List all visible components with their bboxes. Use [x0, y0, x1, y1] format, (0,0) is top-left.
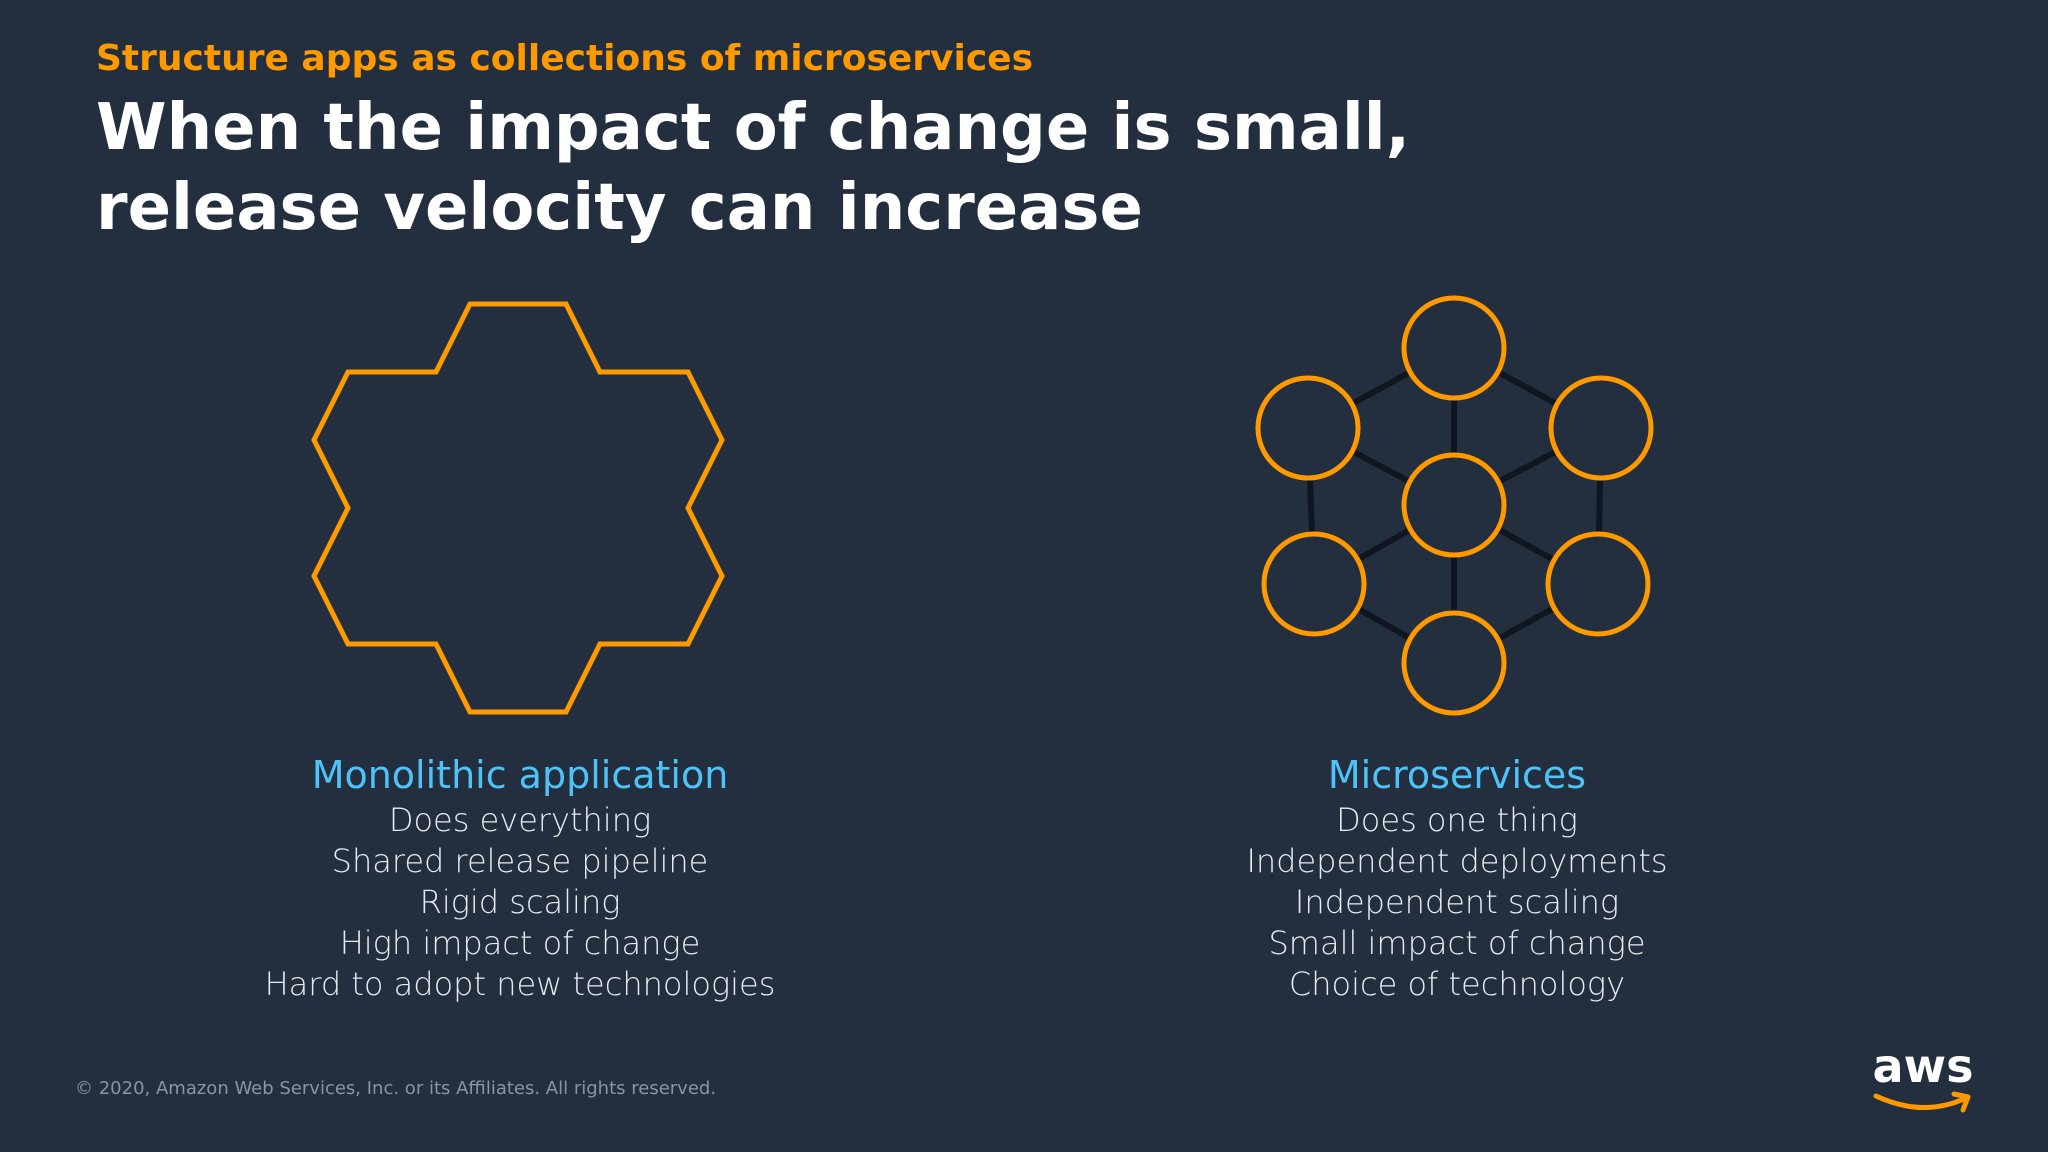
service-node-icon [1545, 531, 1651, 637]
service-node-icon [1401, 295, 1507, 401]
microservices-item: Small impact of change [1268, 924, 1646, 962]
monolith-item: Shared release pipeline [331, 842, 709, 880]
service-node-icon [1261, 531, 1367, 637]
headline-line-1: When the impact of change is small, [96, 91, 1410, 165]
microservices-nodes [1255, 295, 1654, 716]
service-node-icon [1255, 375, 1361, 481]
monolith-hexagon-icon [311, 301, 725, 715]
slide-kicker: Structure apps as collections of microse… [96, 38, 1034, 79]
microservices-item: Independent deployments [1246, 842, 1668, 880]
aws-logo-text: aws [1872, 1039, 1974, 1093]
microservices-item: Does one thing [1336, 801, 1578, 839]
service-node-icon [1548, 375, 1654, 481]
copyright-footer: © 2020, Amazon Web Services, Inc. or its… [75, 1078, 717, 1099]
service-node-icon [1401, 452, 1507, 558]
headline-line-2: release velocity can increase [96, 171, 1143, 245]
microservices-title: Microservices [1327, 753, 1587, 797]
microservices-item: Choice of technology [1288, 965, 1626, 1003]
microservices-item: Independent scaling [1294, 883, 1620, 921]
monolith-item: High impact of change [339, 924, 701, 962]
slide-headline: When the impact of change is small, rele… [96, 88, 1496, 248]
monolith-item: Does everything [388, 801, 652, 839]
aws-smile-icon [1873, 1091, 1971, 1113]
monolith-column: Monolithic application Does everything S… [170, 752, 870, 1005]
aws-logo: aws [1868, 1040, 1978, 1120]
monolith-title: Monolithic application [311, 753, 729, 797]
monolith-item: Rigid scaling [419, 883, 621, 921]
service-node-icon [1401, 610, 1507, 716]
microservices-column: Microservices Does one thing Independent… [1107, 752, 1807, 1005]
monolith-item: Hard to adopt new technologies [264, 965, 776, 1003]
